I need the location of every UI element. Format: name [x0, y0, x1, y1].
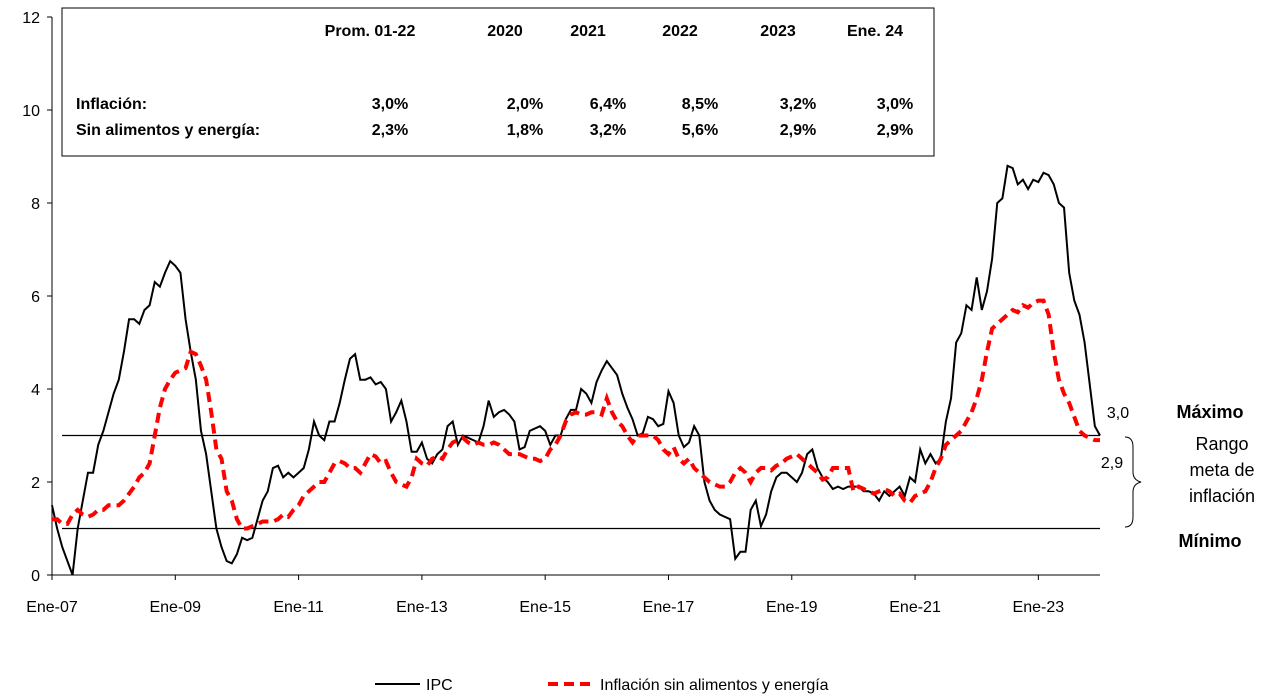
table-cell: 2,9% [780, 122, 816, 139]
x-tick-label: Ene-17 [643, 599, 695, 616]
x-tick-label: Ene-19 [766, 599, 818, 616]
table-cell: 3,0% [877, 96, 913, 113]
x-tick-label: Ene-07 [26, 599, 78, 616]
table-cell: 1,8% [507, 122, 543, 139]
x-tick-label: Ene-23 [1013, 599, 1065, 616]
x-tick-label: Ene-09 [149, 599, 201, 616]
range-label: inflación [1189, 486, 1255, 506]
y-tick-label: 12 [22, 10, 40, 27]
table-cell: 3,2% [590, 122, 626, 139]
table-header: 2021 [570, 23, 606, 40]
series-line [52, 298, 1100, 531]
table-cell: 3,0% [372, 96, 408, 113]
table-cell: 5,6% [682, 122, 718, 139]
series-line [51, 164, 1101, 576]
y-tick-label: 2 [31, 475, 40, 492]
table-cell: 2,9% [877, 122, 913, 139]
range-label: Rango [1195, 434, 1248, 454]
table-header: 2023 [760, 23, 796, 40]
legend-label: Inflación sin alimentos y energía [600, 677, 829, 694]
table-header: Ene. 24 [847, 23, 903, 40]
x-tick-label: Ene-11 [273, 599, 324, 616]
y-tick-label: 10 [22, 103, 40, 120]
table-cell: 2,0% [507, 96, 543, 113]
y-tick-label: 8 [31, 196, 40, 213]
x-tick-label: Ene-21 [889, 599, 941, 616]
x-tick-label: Ene-13 [396, 599, 448, 616]
y-tick-label: 6 [31, 289, 40, 306]
table-header: 2022 [662, 23, 698, 40]
table-box [61, 7, 935, 157]
legend-label: IPC [426, 677, 453, 694]
table-cell: 3,2% [780, 96, 816, 113]
min-label: Mínimo [1179, 531, 1242, 551]
range-label: meta de [1189, 460, 1254, 480]
table-header: Prom. 01-22 [325, 23, 416, 40]
end-label: 2,9 [1101, 455, 1123, 472]
table-row-label: Inflación: [76, 96, 147, 113]
max-label: Máximo [1176, 402, 1243, 422]
end-label: 3,0 [1107, 405, 1129, 422]
table-header: 2020 [487, 23, 523, 40]
x-tick-label: Ene-15 [519, 599, 571, 616]
range-brace [1124, 436, 1142, 528]
y-tick-label: 0 [31, 568, 40, 585]
table-cell: 6,4% [590, 96, 626, 113]
table-cell: 2,3% [372, 122, 408, 139]
y-tick-label: 4 [31, 382, 40, 399]
table-row-label: Sin alimentos y energía: [76, 122, 260, 139]
table-cell: 8,5% [682, 96, 718, 113]
